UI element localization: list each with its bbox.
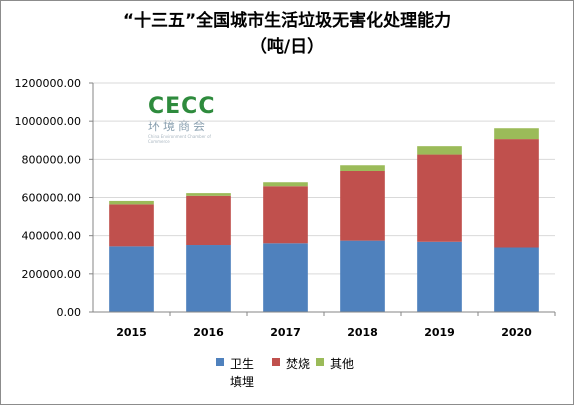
bar-segment-2 (494, 139, 539, 248)
legend-swatch (316, 358, 324, 366)
bar-segment-3 (186, 193, 231, 196)
bar-segment-1 (417, 241, 462, 312)
legend-label: 焚烧 (286, 357, 311, 371)
bar-segment-3 (263, 182, 308, 187)
legend-swatch (216, 358, 224, 366)
x-tick-label: 2017 (270, 326, 301, 339)
y-tick-label: 600000.00 (22, 192, 82, 205)
bar-segment-2 (109, 204, 154, 247)
bar-segment-2 (186, 195, 231, 246)
bar-segment-2 (417, 154, 462, 242)
watermark-logo: CECC 环境商会 China Environment Chamber of C… (148, 94, 218, 144)
legend-item: 其他 (316, 355, 362, 373)
gridlines (93, 82, 555, 313)
legend-label: 卫生填埋 (230, 357, 255, 389)
y-tick-label: 800000.00 (22, 153, 82, 166)
chart-title-block: “十三五”全国城市生活垃圾无害化处理能力 （吨/日） (0, 8, 574, 60)
bar-segment-1 (494, 247, 539, 312)
bar-segment-1 (109, 246, 154, 312)
y-tick-label: 1200000.00 (15, 77, 81, 90)
watermark-tiny: China Environment Chamber of Commerce (148, 134, 211, 144)
watermark-sub: 环境商会 (148, 119, 209, 133)
bar-segment-2 (263, 186, 308, 244)
x-tick-label: 2015 (116, 326, 147, 339)
x-tick-label: 2019 (424, 326, 455, 339)
legend-label: 其他 (330, 357, 355, 371)
bar-group (109, 128, 539, 312)
bar-segment-3 (417, 146, 462, 155)
y-tick-label: 400000.00 (22, 230, 82, 243)
watermark-main: CECC (148, 94, 216, 119)
bar-segment-1 (340, 240, 385, 312)
chart-title: “十三五”全国城市生活垃圾无害化处理能力 (122, 11, 452, 31)
axes (89, 82, 556, 316)
y-tick-label: 200000.00 (22, 268, 82, 281)
bar-segment-2 (340, 170, 385, 241)
legend-item: 焚烧 (272, 355, 318, 373)
x-tick-label: 2018 (347, 326, 378, 339)
bar-segment-3 (109, 200, 154, 205)
y-tick-labels: 0.00 200000.00 400000.00 600000.00 800000.00… (15, 77, 81, 319)
x-tick-label: 2016 (193, 326, 224, 339)
x-tick-label: 2020 (501, 326, 532, 339)
legend-swatch (272, 358, 280, 366)
bar-segment-1 (263, 243, 308, 312)
y-tick-label: 0.00 (57, 306, 82, 319)
legend-item: 卫生填埋 (216, 355, 262, 391)
bar-segment-1 (186, 245, 231, 312)
bar-segment-3 (340, 165, 385, 171)
y-tick-label: 1000000.00 (15, 115, 81, 128)
chart-subtitle: （吨/日） (249, 37, 325, 57)
x-tick-labels: 2015 2016 2017 2018 2019 2020 (116, 326, 532, 339)
bar-segment-3 (494, 128, 539, 140)
